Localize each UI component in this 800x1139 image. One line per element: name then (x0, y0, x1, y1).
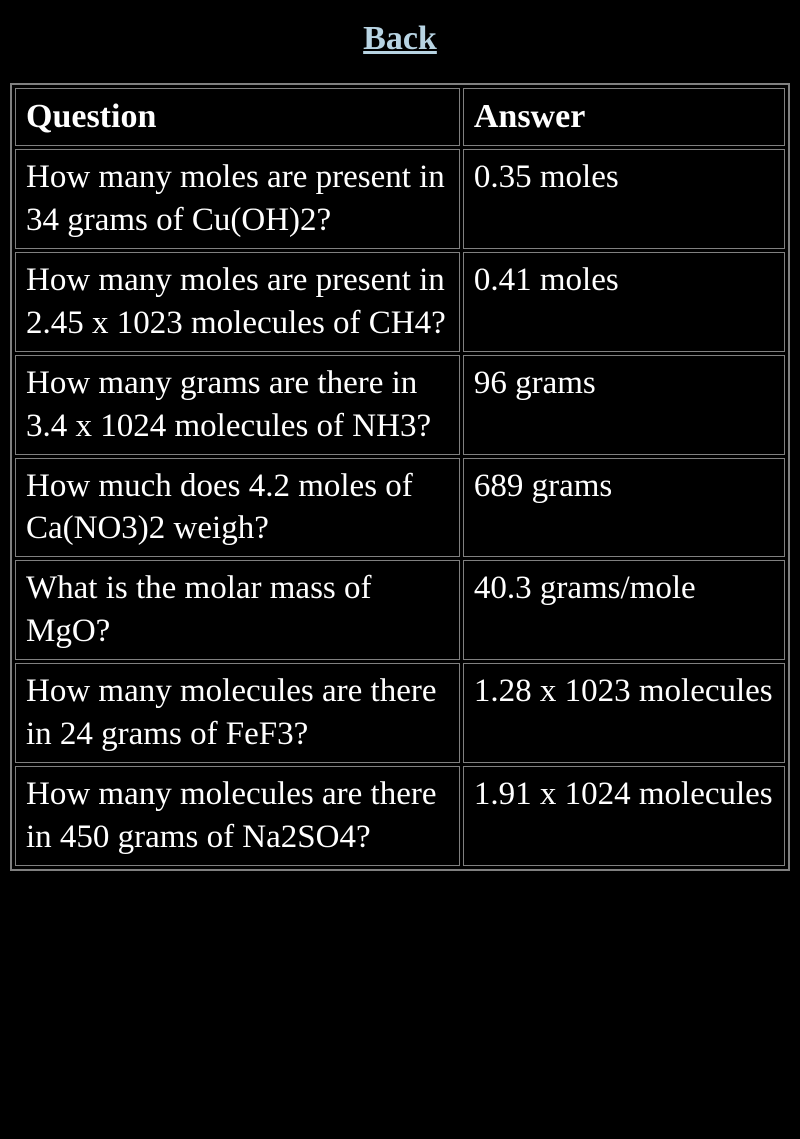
question-cell: What is the molar mass of MgO? (15, 560, 460, 660)
answer-cell: 0.35 moles (463, 149, 785, 249)
table-header-row: Question Answer (15, 88, 785, 146)
answer-cell: 689 grams (463, 458, 785, 558)
answer-cell: 0.41 moles (463, 252, 785, 352)
answer-cell: 1.28 x 1023 molecules (463, 663, 785, 763)
back-link[interactable]: Back (10, 20, 790, 58)
table-row: How many grams are there in 3.4 x 1024 m… (15, 355, 785, 455)
answer-cell: 40.3 grams/mole (463, 560, 785, 660)
question-cell: How many moles are present in 34 grams o… (15, 149, 460, 249)
answer-cell: 96 grams (463, 355, 785, 455)
question-cell: How many molecules are there in 24 grams… (15, 663, 460, 763)
question-header: Question (15, 88, 460, 146)
table-row: How many molecules are there in 24 grams… (15, 663, 785, 763)
table-row: How many moles are present in 34 grams o… (15, 149, 785, 249)
table-row: How many molecules are there in 450 gram… (15, 766, 785, 866)
question-cell: How many molecules are there in 450 gram… (15, 766, 460, 866)
answer-cell: 1.91 x 1024 molecules (463, 766, 785, 866)
answer-header: Answer (463, 88, 785, 146)
table-row: What is the molar mass of MgO? 40.3 gram… (15, 560, 785, 660)
qa-table: Question Answer How many moles are prese… (10, 83, 790, 871)
table-row: How many moles are present in 2.45 x 102… (15, 252, 785, 352)
question-cell: How many moles are present in 2.45 x 102… (15, 252, 460, 352)
table-row: How much does 4.2 moles of Ca(NO3)2 weig… (15, 458, 785, 558)
question-cell: How much does 4.2 moles of Ca(NO3)2 weig… (15, 458, 460, 558)
question-cell: How many grams are there in 3.4 x 1024 m… (15, 355, 460, 455)
